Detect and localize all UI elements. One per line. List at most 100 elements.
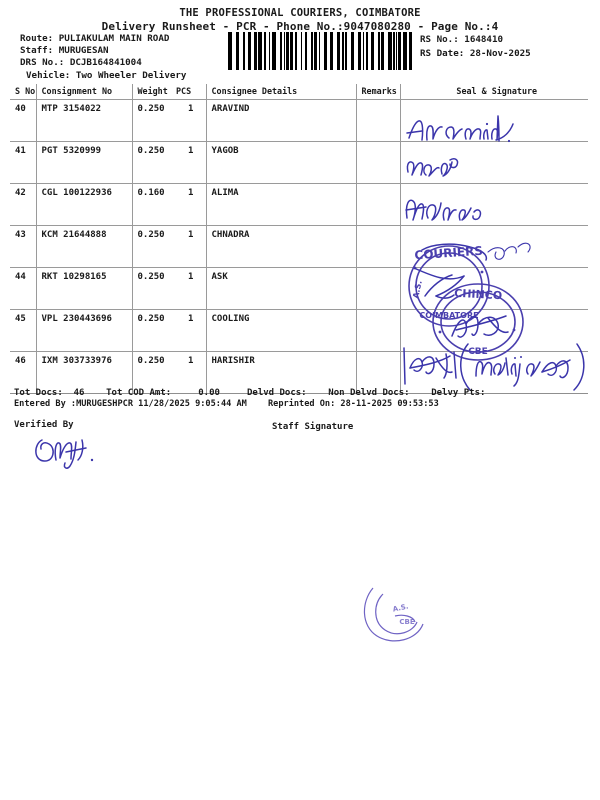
drs-label: DRS No.:: [20, 57, 65, 69]
verified-by-signature: [35, 439, 94, 469]
verified-by-label: Verified By: [14, 420, 74, 430]
entered-by-line: Entered By :MURUGESHPCR 11/28/2025 9:05:…: [14, 399, 247, 409]
faint-stamp-text-2: CBE: [399, 618, 414, 626]
cell-weight: 0.160: [132, 183, 176, 226]
consignment-table: S No Consignment No Weight PCS Consignee…: [10, 84, 588, 394]
cell-sno: 45: [10, 309, 37, 352]
cell-sno: 44: [10, 267, 37, 310]
cell-seal-signature: [400, 141, 588, 184]
cell-remarks: [356, 225, 401, 268]
cell-weight: 0.250: [132, 141, 176, 184]
cell-pcs: 1: [176, 183, 207, 226]
rs-date-line: RS Date: 28-Nov-2025: [420, 47, 531, 61]
cell-consignee: COOLING: [206, 309, 357, 352]
cell-consignee: HARISHIR: [206, 351, 357, 394]
signature-row-41: [406, 158, 459, 177]
table-row: 40 MTP 3154022 0.250 1 ARAVIND: [10, 99, 588, 142]
stamp-text-coimbatore: COIMBATORE: [419, 311, 478, 320]
cell-consignee: ALIMA: [206, 183, 357, 226]
cell-consignment-no: PGT 5320999: [36, 141, 133, 184]
cell-weight: 0.250: [132, 309, 176, 352]
cell-remarks: [356, 309, 401, 352]
cell-seal-signature: [400, 99, 588, 142]
cell-consignment-no: IXM 303733976: [36, 351, 133, 394]
cell-pcs: 1: [176, 351, 207, 394]
drs-line: DRS No.: DCJB164841004: [20, 57, 186, 69]
cell-sno: 42: [10, 183, 37, 226]
barcode-icon: [228, 32, 416, 70]
cell-weight: 0.250: [132, 99, 176, 142]
staff-value: MURUGESAN: [58, 45, 109, 57]
stamp-bottom: CHINCO CBE: [432, 283, 524, 361]
col-header-pcs: PCS: [176, 84, 207, 100]
vehicle-line: Vehicle: Two Wheeler Delivery: [20, 70, 186, 82]
stamp-top: COURIERS A.S. COIMBATORE: [408, 242, 531, 327]
stamp-text-chinco: CHINCO: [454, 287, 503, 302]
stamp-text-cbe: CBE: [468, 347, 488, 357]
cell-weight: 0.250: [132, 267, 176, 310]
rs-no-value: 1648410: [464, 34, 504, 45]
route-line: Route: PULIAKULAM MAIN ROAD: [20, 33, 186, 45]
staff-line: Staff: MURUGESAN: [20, 45, 186, 57]
faint-stamp-text: A.S.: [392, 602, 409, 613]
cell-consignment-no: RKT 10298165: [36, 267, 133, 310]
signature-ink-layer: COURIERS A.S. COIMBATORE CHINCO CBE: [403, 115, 585, 391]
rs-no-line: RS No.: 1648410: [420, 33, 531, 47]
table-body: 40 MTP 3154022 0.250 1 ARAVIND 41 PGT 5320999 0…: [10, 99, 588, 394]
staff-label: Staff:: [20, 45, 54, 57]
signature-aravind: [406, 115, 514, 143]
table-header-row: S No Consignment No Weight PCS Consignee…: [10, 84, 588, 100]
col-header-seal: Seal & Signature: [400, 84, 588, 100]
col-header-consignment: Consignment No: [36, 84, 133, 100]
cell-pcs: 1: [176, 99, 207, 142]
cell-consignee: ARAVIND: [206, 99, 357, 142]
header-meta-left: Route: PULIAKULAM MAIN ROAD Staff: MURUG…: [20, 33, 186, 82]
cell-remarks: [356, 351, 401, 394]
faint-bottom-stamp: A.S. CBE: [363, 587, 424, 642]
cell-remarks: [356, 183, 401, 226]
table-row: 41 PGT 5320999 0.250 1 YAGOB: [10, 141, 588, 184]
cell-pcs: 1: [176, 267, 207, 310]
col-header-weight: Weight: [132, 84, 176, 100]
cell-sno: 41: [10, 141, 37, 184]
rs-date-label: RS Date:: [420, 47, 465, 59]
cell-sno: 40: [10, 99, 37, 142]
table-row: 45 VPL 230443696 0.250 1 COOLING: [10, 309, 588, 352]
rs-date-value: 28-Nov-2025: [469, 47, 531, 59]
document-subtitle: Delivery Runsheet - PCR - Phone No.:9047…: [101, 20, 499, 33]
cell-pcs: 1: [176, 225, 207, 268]
company-title: THE PROFESSIONAL COURIERS, COIMBATORE: [179, 7, 421, 19]
vehicle-label: Vehicle:: [26, 69, 71, 81]
table-row: 43 KCM 21644888 0.250 1 CHNADRA: [10, 225, 588, 268]
cell-weight: 0.250: [132, 351, 176, 394]
totals-line: Tot Docs: 46 Tot COD Amt: 0.00 Delvd Doc…: [14, 388, 486, 398]
signature-row-46: [403, 343, 585, 391]
cell-sno: 46: [10, 351, 37, 394]
cell-sno: 43: [10, 225, 37, 268]
route-label: Route:: [20, 33, 54, 44]
cell-consignee: CHNADRA: [206, 225, 357, 268]
cell-consignment-no: CGL 100122936: [36, 183, 133, 226]
stamp-text-as: A.S.: [411, 280, 424, 300]
col-header-consignee: Consignee Details: [206, 84, 357, 100]
staff-signature-label: Staff Signature: [272, 422, 354, 432]
route-value: PULIAKULAM MAIN ROAD: [58, 33, 170, 44]
signature-row-42: [405, 199, 482, 221]
cell-remarks: [356, 141, 401, 184]
cell-consignment-no: VPL 230443696: [36, 309, 133, 352]
cell-pcs: 1: [176, 309, 207, 352]
cell-consignee: ASK: [206, 267, 357, 310]
drs-value: DCJB164841004: [69, 57, 142, 69]
rs-no-label: RS No.:: [420, 34, 459, 45]
header-meta-right: RS No.: 1648410 RS Date: 28-Nov-2025: [420, 33, 531, 60]
stamp-text-couriers: COURIERS: [414, 244, 483, 263]
col-header-remarks: Remarks: [356, 84, 401, 100]
cell-consignment-no: KCM 21644888: [36, 225, 133, 268]
cell-seal-signature: [400, 309, 588, 352]
table-row: 42 CGL 100122936 0.160 1 ALIMA: [10, 183, 588, 226]
col-header-sno: S No: [10, 84, 37, 100]
cell-weight: 0.250: [132, 225, 176, 268]
cell-consignment-no: MTP 3154022: [36, 99, 133, 142]
cell-consignee: YAGOB: [206, 141, 357, 184]
